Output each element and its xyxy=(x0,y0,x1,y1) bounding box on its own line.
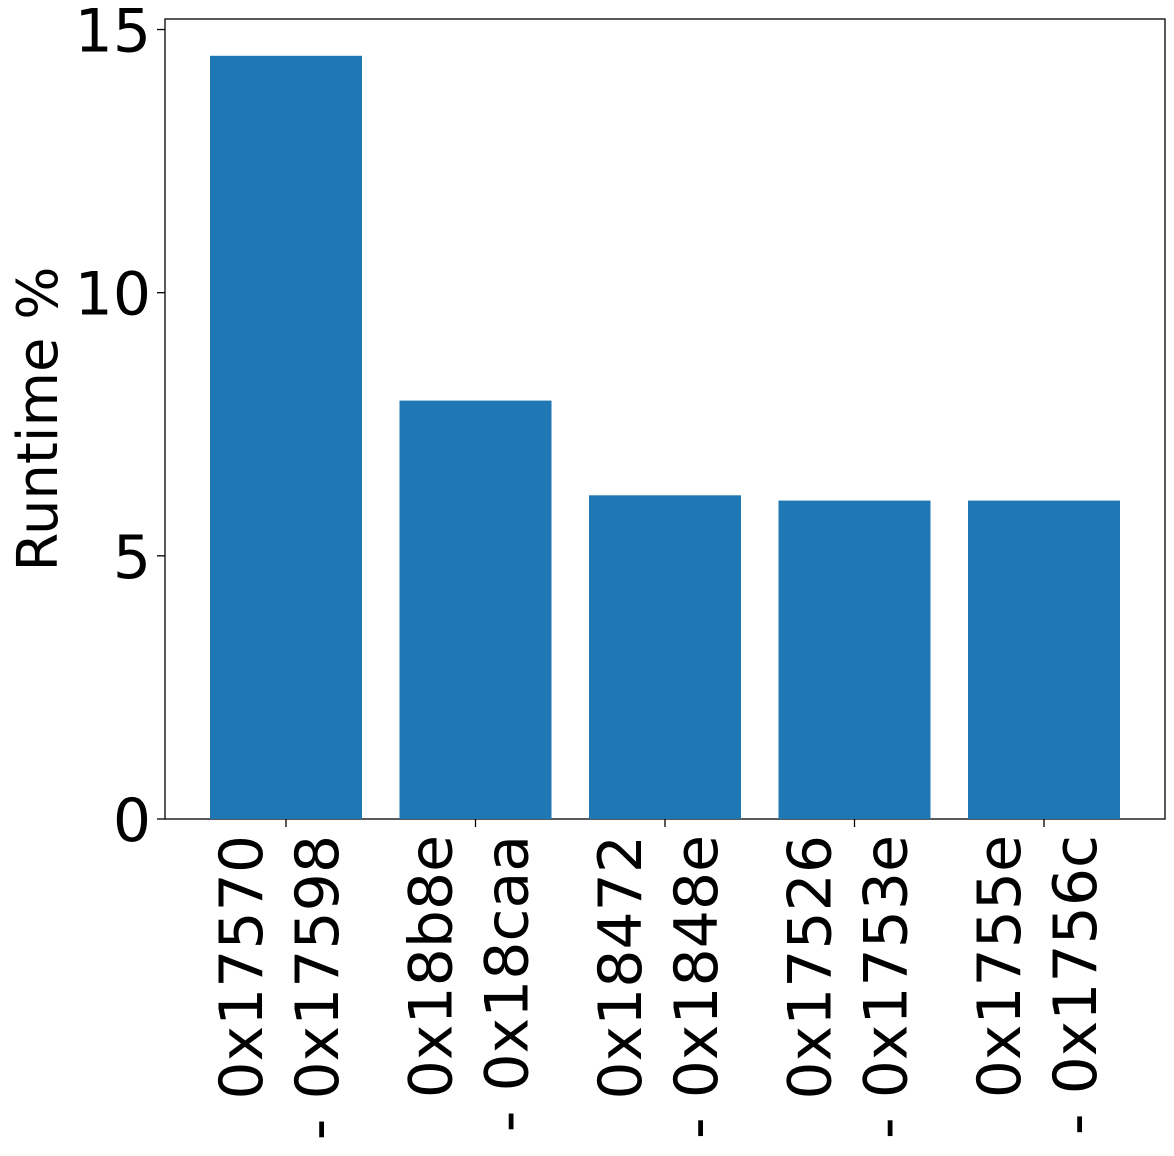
x-tick-label: 0x18472- 0x1848e xyxy=(586,835,732,1139)
x-tick-label: 0x18b8e - 0x18caa xyxy=(397,835,543,1132)
bar-3 xyxy=(589,495,741,819)
bar-1 xyxy=(210,55,362,820)
y-tick-label: 10 xyxy=(75,260,151,330)
bars-group xyxy=(210,55,1120,820)
bar-5 xyxy=(968,500,1120,819)
x-tick-label-line: 0x1755e xyxy=(965,835,1035,1098)
y-tick-label: 15 xyxy=(75,0,151,67)
x-tick-label-line: 0x18472 xyxy=(586,835,656,1100)
x-tick-label-line: 0x17570 xyxy=(207,835,277,1100)
y-axis-ticks: 0 5 10 15 xyxy=(75,0,165,856)
x-tick-label-line: 0x17526 xyxy=(776,835,846,1100)
x-tick-label: 0x17570- 0x17598 xyxy=(207,835,353,1140)
bar-4 xyxy=(778,500,931,819)
x-tick-label: 0x1755e - 0x1756c xyxy=(965,835,1111,1135)
x-tick-label: 0x17526- 0x1753e xyxy=(776,835,922,1139)
x-axis-ticks: 0x17570- 0x17598 0x18b8e - 0x18caa 0x18472-… xyxy=(207,819,1111,1140)
y-axis-label: Runtime % xyxy=(6,267,71,572)
y-tick-label: 5 xyxy=(113,523,151,593)
bar-2 xyxy=(399,400,552,819)
x-tick-label-line: - 0x1848e xyxy=(662,835,732,1139)
x-tick-label-line: 0x18b8e xyxy=(397,835,467,1098)
y-tick-label: 0 xyxy=(113,786,151,856)
x-tick-label-line: - 0x18caa xyxy=(473,835,543,1132)
x-tick-label-line: - 0x17598 xyxy=(283,835,353,1140)
x-tick-label-line: - 0x1753e xyxy=(852,835,922,1139)
x-tick-label-line: - 0x1756c xyxy=(1041,835,1111,1135)
